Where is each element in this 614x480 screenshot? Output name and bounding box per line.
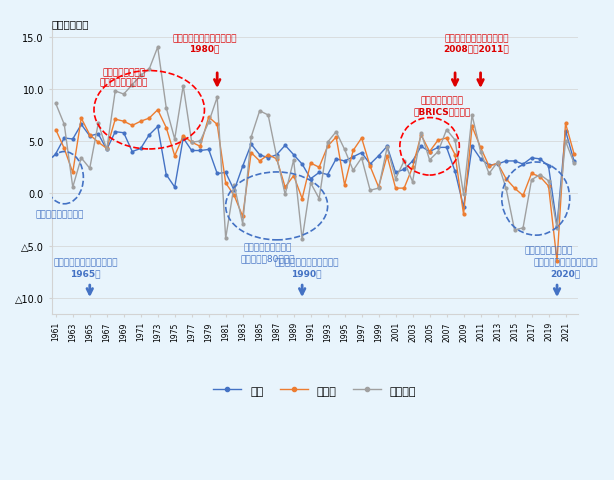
Line: ブラジル: ブラジル bbox=[55, 47, 575, 241]
ブラジル bbox=[163, 106, 170, 111]
Text: コモディティー価格ボトム
2020年: コモディティー価格ボトム 2020年 bbox=[534, 258, 598, 277]
中南米 bbox=[375, 185, 383, 191]
ブラジル bbox=[570, 161, 578, 167]
Text: アンダーパフォーム
（失われた80年代）: アンダーパフォーム （失われた80年代） bbox=[241, 243, 295, 263]
世界 bbox=[570, 159, 578, 165]
Legend: 世界, 中南米, ブラジル: 世界, 中南米, ブラジル bbox=[209, 381, 421, 400]
世界 bbox=[511, 159, 518, 165]
世界 bbox=[553, 223, 561, 229]
Text: アンダーパフォーム: アンダーパフォーム bbox=[524, 246, 573, 255]
Line: 世界: 世界 bbox=[55, 124, 575, 228]
Text: アウトパフォーム
（ブラジルの奇跡）: アウトパフォーム （ブラジルの奇跡） bbox=[99, 68, 148, 87]
中南米 bbox=[316, 165, 323, 171]
Text: （単位：％）: （単位：％） bbox=[52, 19, 89, 29]
Text: コモディティー価格ピーク
1980年: コモディティー価格ピーク 1980年 bbox=[172, 34, 236, 53]
中南米 bbox=[196, 144, 204, 150]
ブラジル bbox=[324, 140, 332, 146]
世界 bbox=[103, 147, 111, 153]
世界 bbox=[316, 170, 323, 176]
ブラジル bbox=[95, 121, 102, 127]
Text: コモディティー価格ピーク
2008年、2011年: コモディティー価格ピーク 2008年、2011年 bbox=[443, 34, 509, 53]
ブラジル bbox=[383, 145, 391, 151]
世界 bbox=[196, 148, 204, 154]
中南米 bbox=[553, 259, 561, 264]
ブラジル bbox=[519, 226, 527, 231]
Line: 中南米: 中南米 bbox=[55, 109, 575, 263]
ブラジル bbox=[52, 101, 60, 107]
世界 bbox=[77, 122, 85, 128]
中南米 bbox=[163, 125, 170, 131]
Text: アウトパフォーム
（BRICSの台頭）: アウトパフォーム （BRICSの台頭） bbox=[414, 96, 471, 116]
世界 bbox=[163, 172, 170, 178]
ブラジル bbox=[196, 139, 204, 144]
中南米 bbox=[52, 128, 60, 133]
Text: コモディティー価格ボトム
1965年: コモディティー価格ボトム 1965年 bbox=[53, 258, 118, 277]
世界 bbox=[375, 154, 383, 159]
ブラジル bbox=[298, 237, 306, 243]
Text: コモディティー価格ボトム
1990年: コモディティー価格ボトム 1990年 bbox=[274, 258, 339, 277]
中南米 bbox=[570, 151, 578, 157]
ブラジル bbox=[154, 45, 161, 51]
中南米 bbox=[511, 186, 518, 192]
Text: アンダーパフォーム: アンダーパフォーム bbox=[36, 210, 84, 218]
中南米 bbox=[154, 108, 161, 113]
中南米 bbox=[95, 140, 102, 146]
世界 bbox=[52, 151, 60, 157]
